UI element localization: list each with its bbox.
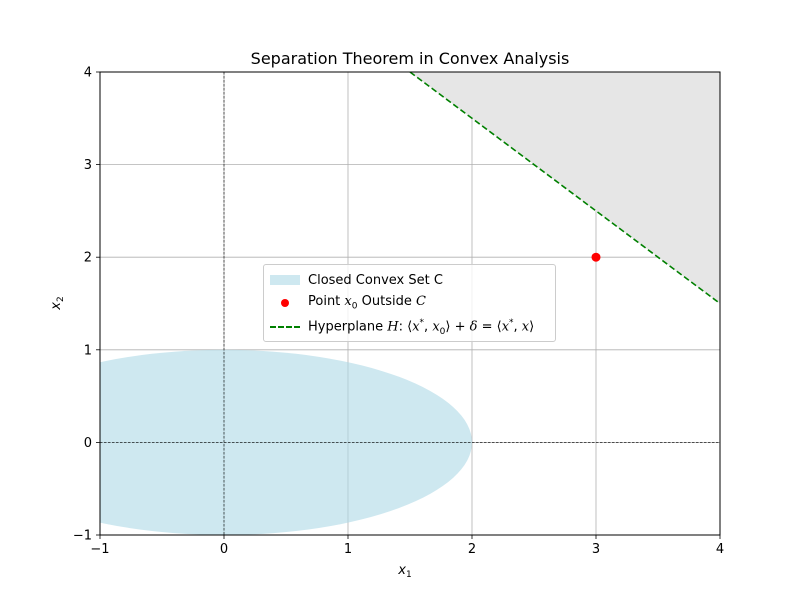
x-tick-label: 4: [716, 542, 724, 557]
y-tick-label: 4: [84, 66, 92, 81]
x-tick-label: 1: [344, 542, 352, 557]
legend-swatch-convex-set: [270, 271, 300, 289]
y-axis-label: x2: [49, 296, 66, 310]
legend-item-hyperplane: Hyperplane H: ⟨x*, x0⟩ + δ = ⟨x*, x⟩: [264, 318, 534, 336]
y-tick-label: −1: [73, 529, 92, 544]
legend-swatch-point: [270, 294, 300, 312]
legend-swatch-hyperplane: [270, 318, 300, 336]
y-tick-label: 1: [84, 343, 92, 358]
chart-title: Separation Theorem in Convex Analysis: [251, 49, 570, 68]
hyperplane-line: [409, 72, 720, 305]
x-tick-label: 3: [592, 542, 600, 557]
legend-label-point: Point x0 Outside C: [308, 294, 426, 312]
legend-item-point: Point x0 Outside C: [264, 294, 426, 312]
ticks: −1 0 1 2 3 4 −1 0 1 2 3 4: [73, 66, 724, 558]
x-axis-label: x1: [397, 563, 411, 580]
point-x0-marker: [591, 252, 601, 262]
x-tick-label: 2: [468, 542, 476, 557]
legend-label-hyperplane: Hyperplane H: ⟨x*, x0⟩ + δ = ⟨x*, x⟩: [308, 317, 535, 337]
x-tick-label: −1: [90, 542, 109, 557]
y-tick-label: 0: [84, 436, 92, 451]
legend-item-convex-set: Closed Convex Set C: [264, 271, 443, 289]
axes-frame: [99, 71, 721, 536]
legend-label-convex-set: Closed Convex Set C: [308, 272, 443, 288]
legend: Closed Convex Set C Point x0 Outside C H…: [263, 264, 556, 342]
y-tick-label: 3: [84, 158, 92, 173]
y-tick-label: 2: [84, 251, 92, 266]
x-tick-label: 0: [220, 542, 228, 557]
